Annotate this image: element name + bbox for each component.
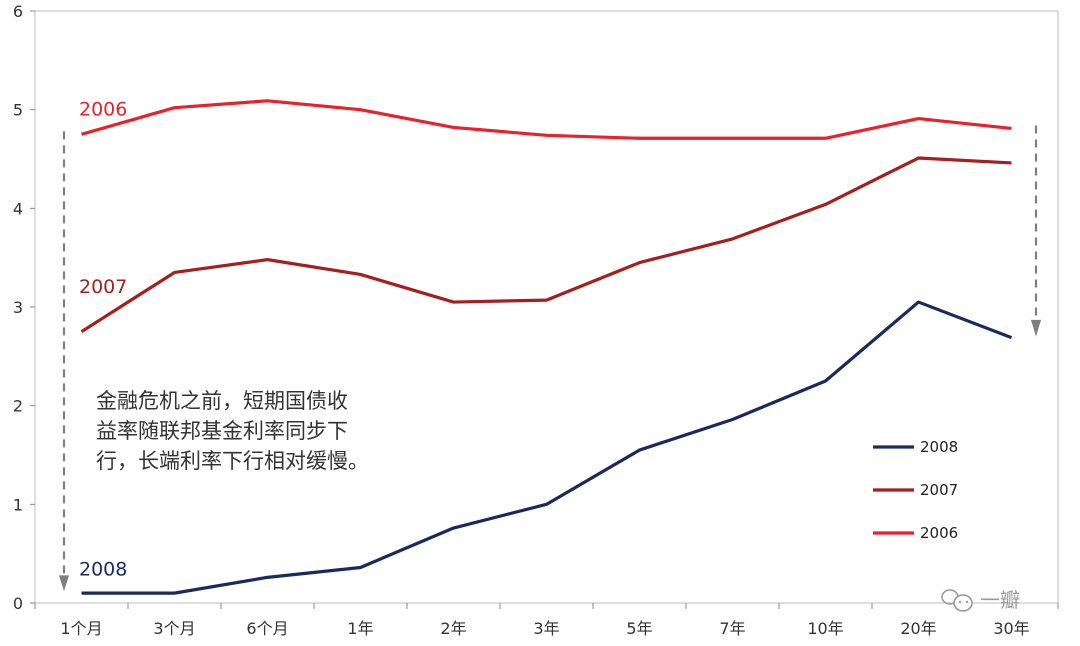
series-line-2006: [81, 99, 1012, 140]
x-tick-label: 3年: [533, 619, 559, 638]
y-tick-label: 4: [13, 199, 23, 218]
annotation-arrows: [59, 125, 1041, 592]
y-tick-label: 2: [13, 397, 23, 416]
y-tick-label: 1: [13, 495, 23, 514]
legend-label-2006: 2006: [920, 524, 958, 542]
series-label-2008: 2008: [79, 558, 127, 580]
watermark-text: 一瓣: [980, 588, 1020, 612]
left-arrow-head: [59, 575, 69, 592]
legend-label-2007: 2007: [920, 481, 958, 499]
legend-label-2008: 2008: [920, 438, 958, 456]
plot-frame: [34, 10, 1059, 604]
x-tick-label: 6个月: [246, 619, 288, 638]
right-arrow-head: [1031, 319, 1041, 337]
x-axis: 1个月 3个月 6个月 1年 2年 3年 5年 7年 10年 20年 30年: [34, 603, 1059, 638]
y-axis: 0 1 2 3 4 5 6: [13, 2, 35, 613]
annotation-line: 益率随联邦基金利率同步下: [96, 419, 348, 443]
y-tick-label: 3: [13, 298, 23, 317]
series-line-2007: [80, 156, 1012, 334]
annotation-text: 金融危机之前，短期国债收益率随联邦基金利率同步下行，长端利率下行相对缓慢。: [96, 389, 369, 473]
y-tick-label: 0: [13, 594, 23, 613]
legend: 2008 2007 2006: [873, 438, 958, 542]
annotation-line: 金融危机之前，短期国债收: [96, 389, 348, 413]
series-line-2008: [81, 300, 1013, 595]
series-group: [80, 99, 1013, 595]
x-tick-label: 7年: [719, 619, 745, 638]
annotation-line: 行，长端利率下行相对缓慢。: [96, 449, 369, 473]
y-tick-label: 5: [13, 101, 23, 120]
x-tick-label: 1年: [347, 619, 373, 638]
x-tick-label: 10年: [807, 619, 843, 638]
series-labels: 2006 2007 2008: [79, 99, 127, 581]
x-tick-label: 20年: [900, 619, 936, 638]
x-tick-label: 3个月: [153, 619, 195, 638]
wechat-icon: [941, 589, 973, 612]
x-tick-label: 30年: [993, 619, 1029, 638]
y-tick-label: 6: [13, 2, 23, 21]
series-label-2006: 2006: [79, 99, 127, 121]
watermark: 一瓣: [941, 588, 1020, 612]
x-tick-label: 2年: [440, 619, 466, 638]
x-tick-label: 1个月: [60, 619, 102, 638]
series-label-2007: 2007: [79, 276, 127, 298]
x-tick-label: 5年: [626, 619, 652, 638]
